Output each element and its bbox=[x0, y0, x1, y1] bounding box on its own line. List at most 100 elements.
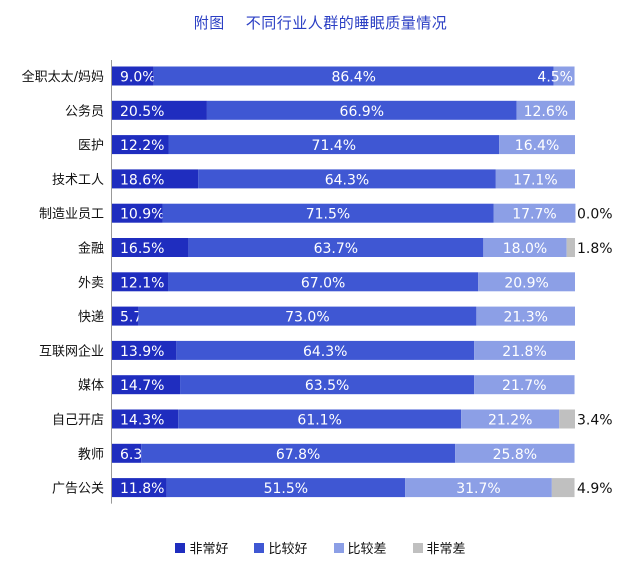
bar-segment bbox=[112, 203, 163, 223]
data-label: 12.1% bbox=[120, 275, 164, 291]
data-label: 12.2% bbox=[120, 138, 164, 154]
data-label: 17.1% bbox=[513, 172, 557, 188]
data-label: 21.8% bbox=[502, 344, 546, 360]
data-label: 13.9% bbox=[120, 344, 164, 360]
legend-swatch bbox=[175, 542, 186, 553]
category-label: 自己开店 bbox=[52, 413, 104, 428]
data-label: 63.7% bbox=[314, 241, 358, 257]
bar-segment bbox=[553, 66, 575, 86]
bar-segment bbox=[168, 135, 500, 155]
legend-label: 比较好 bbox=[268, 542, 308, 557]
legend-swatch bbox=[333, 542, 344, 553]
bar-segment bbox=[474, 375, 575, 395]
chart-legend: 非常好 比较好 比较差 非常差 bbox=[0, 538, 641, 557]
data-label: 25.8% bbox=[493, 447, 537, 463]
legend-swatch bbox=[412, 542, 423, 553]
category-label: 外卖 bbox=[78, 276, 104, 291]
bar-segment bbox=[112, 306, 139, 326]
bar-segment bbox=[141, 443, 456, 463]
data-label: 71.5% bbox=[306, 207, 350, 223]
data-label: 71.4% bbox=[312, 138, 356, 154]
data-label: 51.5% bbox=[264, 481, 308, 497]
data-label: 63.5% bbox=[305, 378, 349, 394]
bar-segment bbox=[112, 478, 167, 498]
bar-segment bbox=[516, 100, 575, 120]
bar-segment bbox=[493, 203, 576, 223]
data-label: 14.7% bbox=[120, 378, 164, 394]
category-label: 广告公关 bbox=[52, 482, 104, 497]
bar-segment bbox=[112, 443, 142, 463]
bar-segment bbox=[176, 340, 475, 360]
bar-segment bbox=[551, 478, 575, 498]
chart-title: 附图 不同行业人群的睡眠质量情况 bbox=[193, 14, 448, 32]
data-label: 67.0% bbox=[301, 275, 345, 291]
legend-item: 非常差 bbox=[412, 538, 466, 557]
data-label: 73.0% bbox=[285, 310, 329, 326]
bar-segment bbox=[474, 340, 575, 360]
bar-segment bbox=[138, 306, 477, 326]
category-label: 公务员 bbox=[65, 103, 104, 119]
bar-segment bbox=[495, 169, 575, 189]
category-label: 全职太太/妈妈 bbox=[22, 69, 104, 85]
bar-segment bbox=[112, 375, 181, 395]
legend-item: 非常好 bbox=[175, 538, 228, 557]
category-label: 媒体 bbox=[78, 379, 104, 394]
data-label: 4.9% bbox=[577, 481, 613, 497]
data-label: 64.3% bbox=[325, 172, 369, 188]
data-label: 1.8% bbox=[577, 241, 613, 257]
legend-item: 比较差 bbox=[333, 538, 387, 557]
data-label: 66.9% bbox=[340, 104, 384, 120]
bar-segment bbox=[559, 409, 575, 429]
data-label: 11.8% bbox=[120, 481, 164, 497]
bar-segment bbox=[483, 238, 567, 257]
category-label: 互联网企业 bbox=[39, 343, 104, 359]
data-label: 67.8% bbox=[276, 447, 320, 463]
data-label: 31.7% bbox=[456, 481, 500, 497]
category-label: 医护 bbox=[78, 139, 104, 154]
data-label: 64.3% bbox=[303, 344, 347, 360]
bar-segment bbox=[461, 409, 560, 429]
bar-segment bbox=[178, 409, 462, 429]
bar-segment bbox=[112, 340, 177, 360]
data-label: 18.6% bbox=[120, 172, 164, 188]
bar-segment bbox=[180, 375, 475, 395]
data-label: 10.9% bbox=[120, 207, 164, 223]
bar-segment bbox=[166, 478, 406, 498]
bar-segment bbox=[198, 169, 496, 189]
data-label: 18.0% bbox=[503, 241, 547, 257]
bar-segment bbox=[162, 203, 494, 223]
legend-label: 比较差 bbox=[347, 542, 387, 557]
data-label: 17.7% bbox=[512, 207, 556, 223]
data-label: 16.4% bbox=[515, 138, 559, 154]
bar-segment bbox=[188, 238, 484, 257]
data-label: 3.4% bbox=[577, 413, 613, 429]
bar-segment bbox=[153, 66, 554, 86]
data-label: 20.9% bbox=[504, 275, 548, 291]
bar-segment bbox=[112, 409, 179, 429]
category-label: 快递 bbox=[78, 310, 104, 325]
bar-segment bbox=[405, 478, 552, 498]
category-label: 金融 bbox=[78, 241, 104, 257]
data-label: 86.4% bbox=[331, 70, 375, 86]
data-label: 12.6% bbox=[524, 104, 568, 120]
bar-segment bbox=[112, 135, 169, 155]
data-label: 61.1% bbox=[297, 413, 341, 429]
bar-segment bbox=[168, 272, 479, 292]
bar-segment bbox=[478, 272, 575, 292]
data-label: 21.7% bbox=[502, 378, 546, 394]
bar-segment bbox=[112, 169, 199, 189]
legend-swatch bbox=[254, 542, 265, 553]
bar-segment bbox=[112, 272, 169, 292]
bar-segment bbox=[455, 443, 575, 463]
bar-segment bbox=[112, 238, 189, 257]
data-label: 20.5% bbox=[120, 104, 164, 120]
legend-label: 非常差 bbox=[426, 542, 466, 557]
legend-label: 非常好 bbox=[189, 542, 229, 557]
bar-segment bbox=[566, 238, 575, 257]
data-label: 4.5% bbox=[537, 70, 573, 86]
bar-segment bbox=[112, 100, 207, 120]
data-label: 0.0% bbox=[577, 207, 613, 223]
legend-item: 比较好 bbox=[254, 538, 308, 557]
category-label: 技术工人 bbox=[52, 173, 104, 188]
